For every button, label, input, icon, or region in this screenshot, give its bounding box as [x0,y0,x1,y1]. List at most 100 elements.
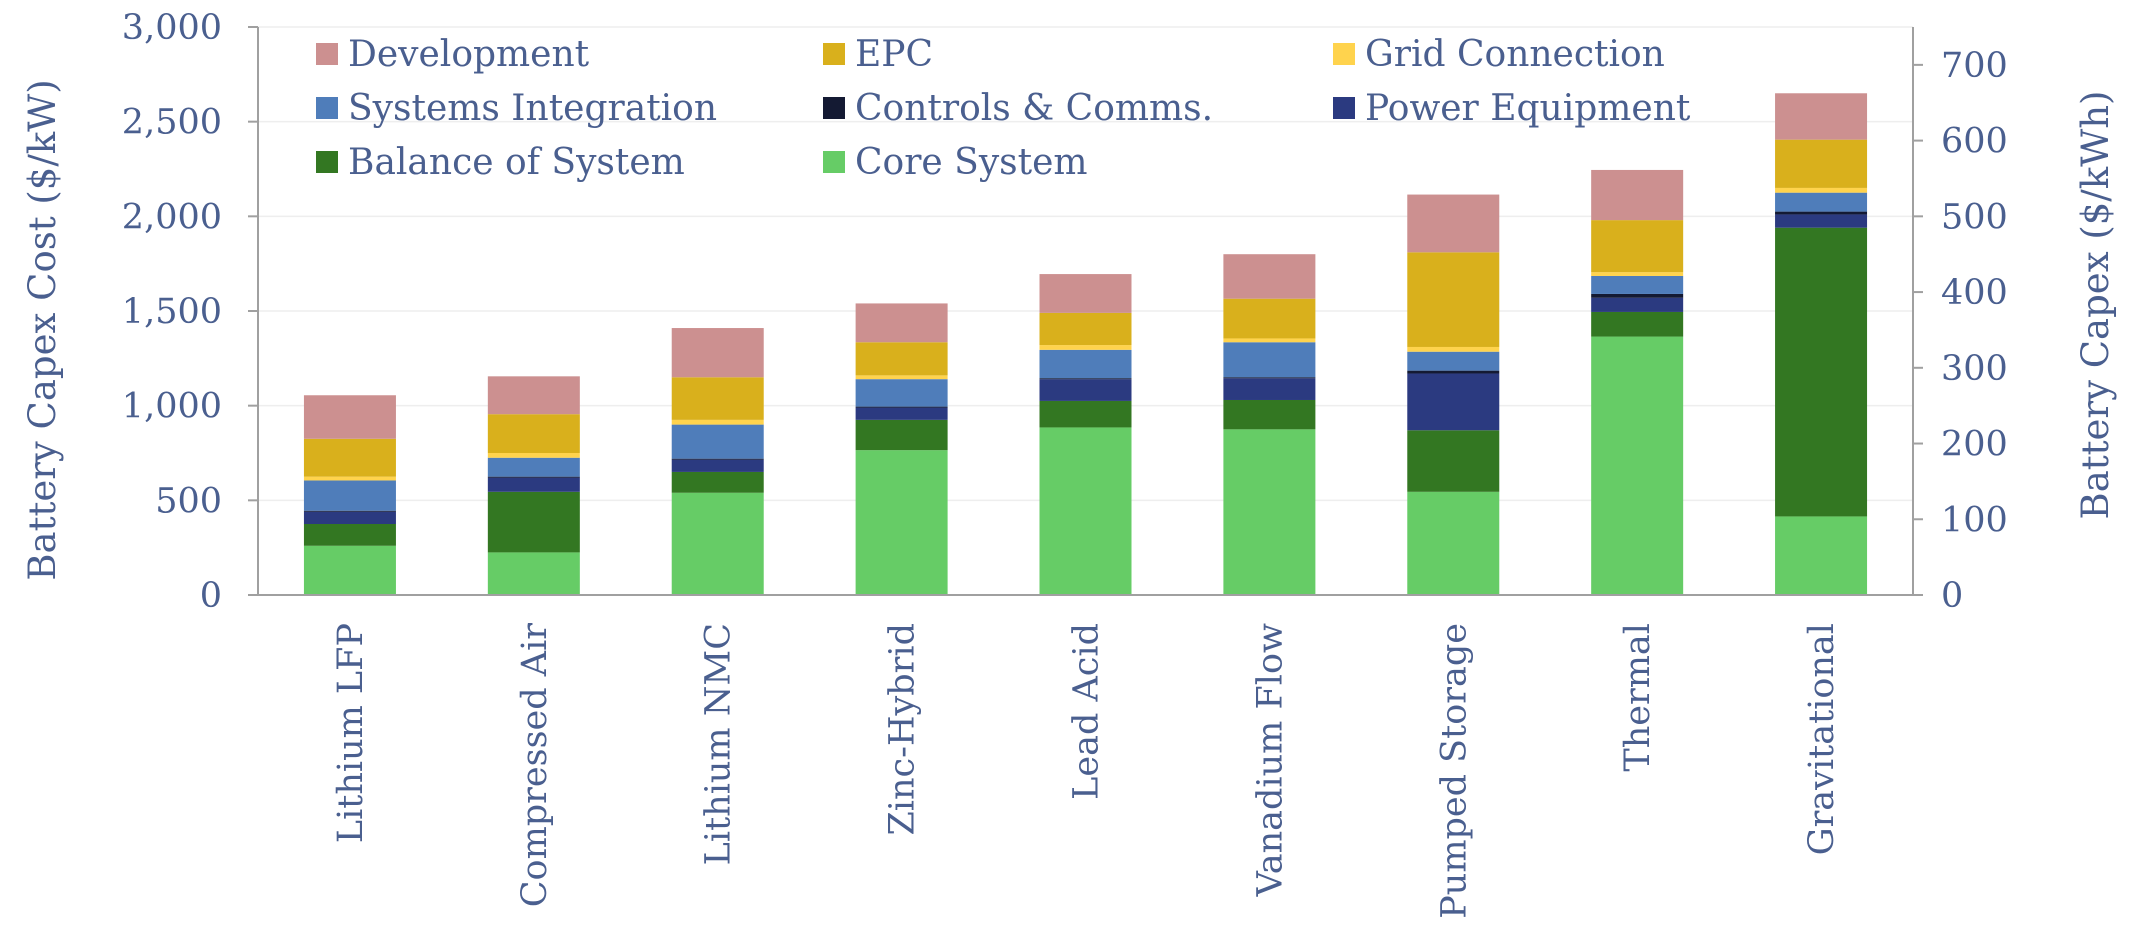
bar-segment-2-5 [671,419,764,425]
bar-segment-2-3 [671,458,764,460]
x-tick-label-4: Lead Acid [1067,623,1107,800]
bar-segment-8-1 [1775,227,1868,517]
bar-segment-8-2 [1775,214,1868,228]
bar-segment-7-5 [1591,272,1684,276]
y-tick-label-4: 2,000 [122,197,222,237]
bar-segment-8-5 [1775,187,1868,193]
bar-segment-0-2 [303,511,396,524]
y2-tick-label-4: 400 [1941,273,2008,313]
y2-tick-label-3: 300 [1941,349,2008,389]
bar-segment-0-1 [303,524,396,546]
bar-segment-1-2 [487,477,580,492]
bar-segment-5-3 [1223,377,1316,379]
y2-tick-label-5: 500 [1941,197,2008,237]
x-tick-label-1: Compressed Air [515,623,555,908]
y-tick-label-5: 2,500 [122,103,222,143]
y-tick-label-0: 0 [200,576,222,616]
bar-segment-5-2 [1223,378,1316,400]
bar-segment-3-5 [855,375,948,380]
bar-segment-0-5 [303,476,396,481]
legend-swatch-6 [316,151,338,173]
bar-segment-3-7 [855,303,948,343]
legend-swatch-5 [1333,97,1355,119]
bar-segment-1-6 [487,414,580,453]
bar-segment-0-4 [303,480,396,511]
x-tick-label-0: Lithium LFP [331,623,371,843]
bar-segment-7-3 [1591,293,1684,298]
bar-segment-4-7 [1039,274,1132,313]
bar-segment-6-7 [1407,194,1500,253]
bar-segment-4-0 [1039,427,1132,595]
x-tick-label-8: Gravitational [1802,623,1842,855]
bar-segment-6-0 [1407,491,1500,595]
legend-swatch-3 [316,97,338,119]
bar-segment-1-7 [487,376,580,415]
bar-segment-3-3 [855,406,948,408]
bar-segment-2-4 [671,424,764,459]
y2-tick-label-6: 600 [1941,122,2008,162]
y-tick-label-6: 3,000 [122,8,222,48]
bar-segment-4-4 [1039,349,1132,379]
bar-segment-1-0 [487,552,580,595]
bar-segment-3-6 [855,342,948,376]
bar-segment-2-2 [671,459,764,472]
bar-segment-0-0 [303,545,396,595]
bar-segment-6-6 [1407,252,1500,347]
bar-segment-5-4 [1223,342,1316,378]
y-tick-label-1: 500 [155,481,222,521]
y2-tick-label-0: 0 [1941,576,1963,616]
bar-segment-0-7 [303,395,396,439]
legend-swatch-2 [1333,43,1355,65]
axes: Lithium LFP Compressed Air Lithium NMC Zinc… [122,8,2008,919]
bar-segment-7-1 [1591,311,1684,337]
bar-segment-0-6 [303,438,396,477]
bar-segment-5-1 [1223,399,1316,430]
legend-label-0: Development [348,34,590,75]
bar-segment-7-7 [1591,169,1684,221]
bar-segment-2-7 [671,328,764,378]
bar-segment-4-2 [1039,379,1132,401]
legend-label-4: Controls & Comms. [855,88,1213,129]
y2-axis-title: Battery Capex ($/kWh) [2074,91,2117,520]
bar-segment-8-6 [1775,139,1868,188]
x-tick-label-7: Thermal [1618,623,1658,772]
bar-segment-5-5 [1223,338,1316,343]
legend-swatch-1 [823,43,845,65]
bar-segment-5-0 [1223,429,1316,595]
bar-segment-3-2 [855,407,948,420]
y-tick-label-3: 1,500 [122,292,222,332]
y2-tick-label-2: 200 [1941,425,2008,465]
x-tick-label-2: Lithium NMC [699,623,739,865]
legend-label-5: Power Equipment [1365,88,1691,129]
legend-label-7: Core System [855,142,1088,183]
legend: Development EPC Grid Connection Systems Int… [316,34,1691,183]
legend-label-6: Balance of System [348,142,685,183]
bar-segment-7-6 [1591,220,1684,273]
y-tick-label-2: 1,000 [122,387,222,427]
bar-segment-8-3 [1775,211,1868,215]
bar-segment-3-1 [855,419,948,451]
bar-segment-6-1 [1407,430,1500,492]
legend-label-3: Systems Integration [348,88,717,129]
bar-segment-1-4 [487,457,580,477]
bar-segment-4-3 [1039,378,1132,380]
bar-segment-7-2 [1591,297,1684,312]
legend-label-1: EPC [855,34,933,75]
bars [303,93,1868,595]
legend-swatch-0 [316,43,338,65]
bar-segment-2-6 [671,377,764,420]
bar-segment-2-0 [671,492,764,595]
bar-segment-1-3 [487,476,580,478]
x-tick-label-5: Vanadium Flow [1250,623,1290,897]
bar-segment-2-1 [671,471,764,493]
bar-segment-8-4 [1775,192,1868,212]
bar-segment-8-7 [1775,93,1868,140]
bar-segment-6-3 [1407,370,1500,374]
bar-segment-3-4 [855,379,948,407]
bar-segment-5-6 [1223,298,1316,339]
bar-segment-6-2 [1407,373,1500,431]
y2-tick-label-7: 700 [1941,46,2008,86]
bar-segment-7-4 [1591,275,1684,294]
bar-segment-4-1 [1039,400,1132,428]
